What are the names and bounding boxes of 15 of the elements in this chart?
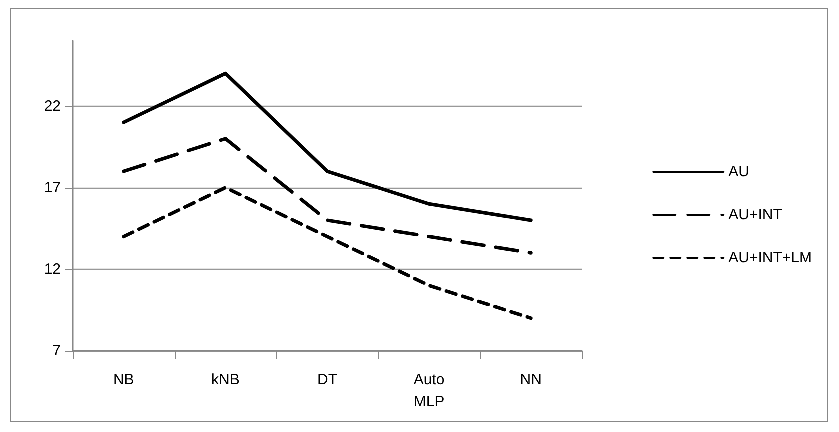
legend-label: AU+INT+LM (728, 250, 812, 266)
x-tick-label: Auto MLP (414, 372, 445, 410)
legend-label: AU (728, 164, 750, 180)
line-series (122, 137, 533, 255)
x-tick-label: DT (318, 372, 338, 388)
y-tick-label: 17 (44, 179, 61, 196)
x-tick-label: kNB (212, 372, 240, 388)
y-tick-label: 12 (44, 260, 61, 278)
line-series (122, 186, 533, 320)
x-tick-label: NB (113, 372, 134, 388)
x-tick-label: NN (520, 372, 542, 388)
y-tick-label: 22 (44, 98, 61, 115)
line-series (122, 72, 533, 222)
legend-label: AU+INT (728, 206, 782, 224)
y-tick-label: 7 (52, 342, 61, 360)
